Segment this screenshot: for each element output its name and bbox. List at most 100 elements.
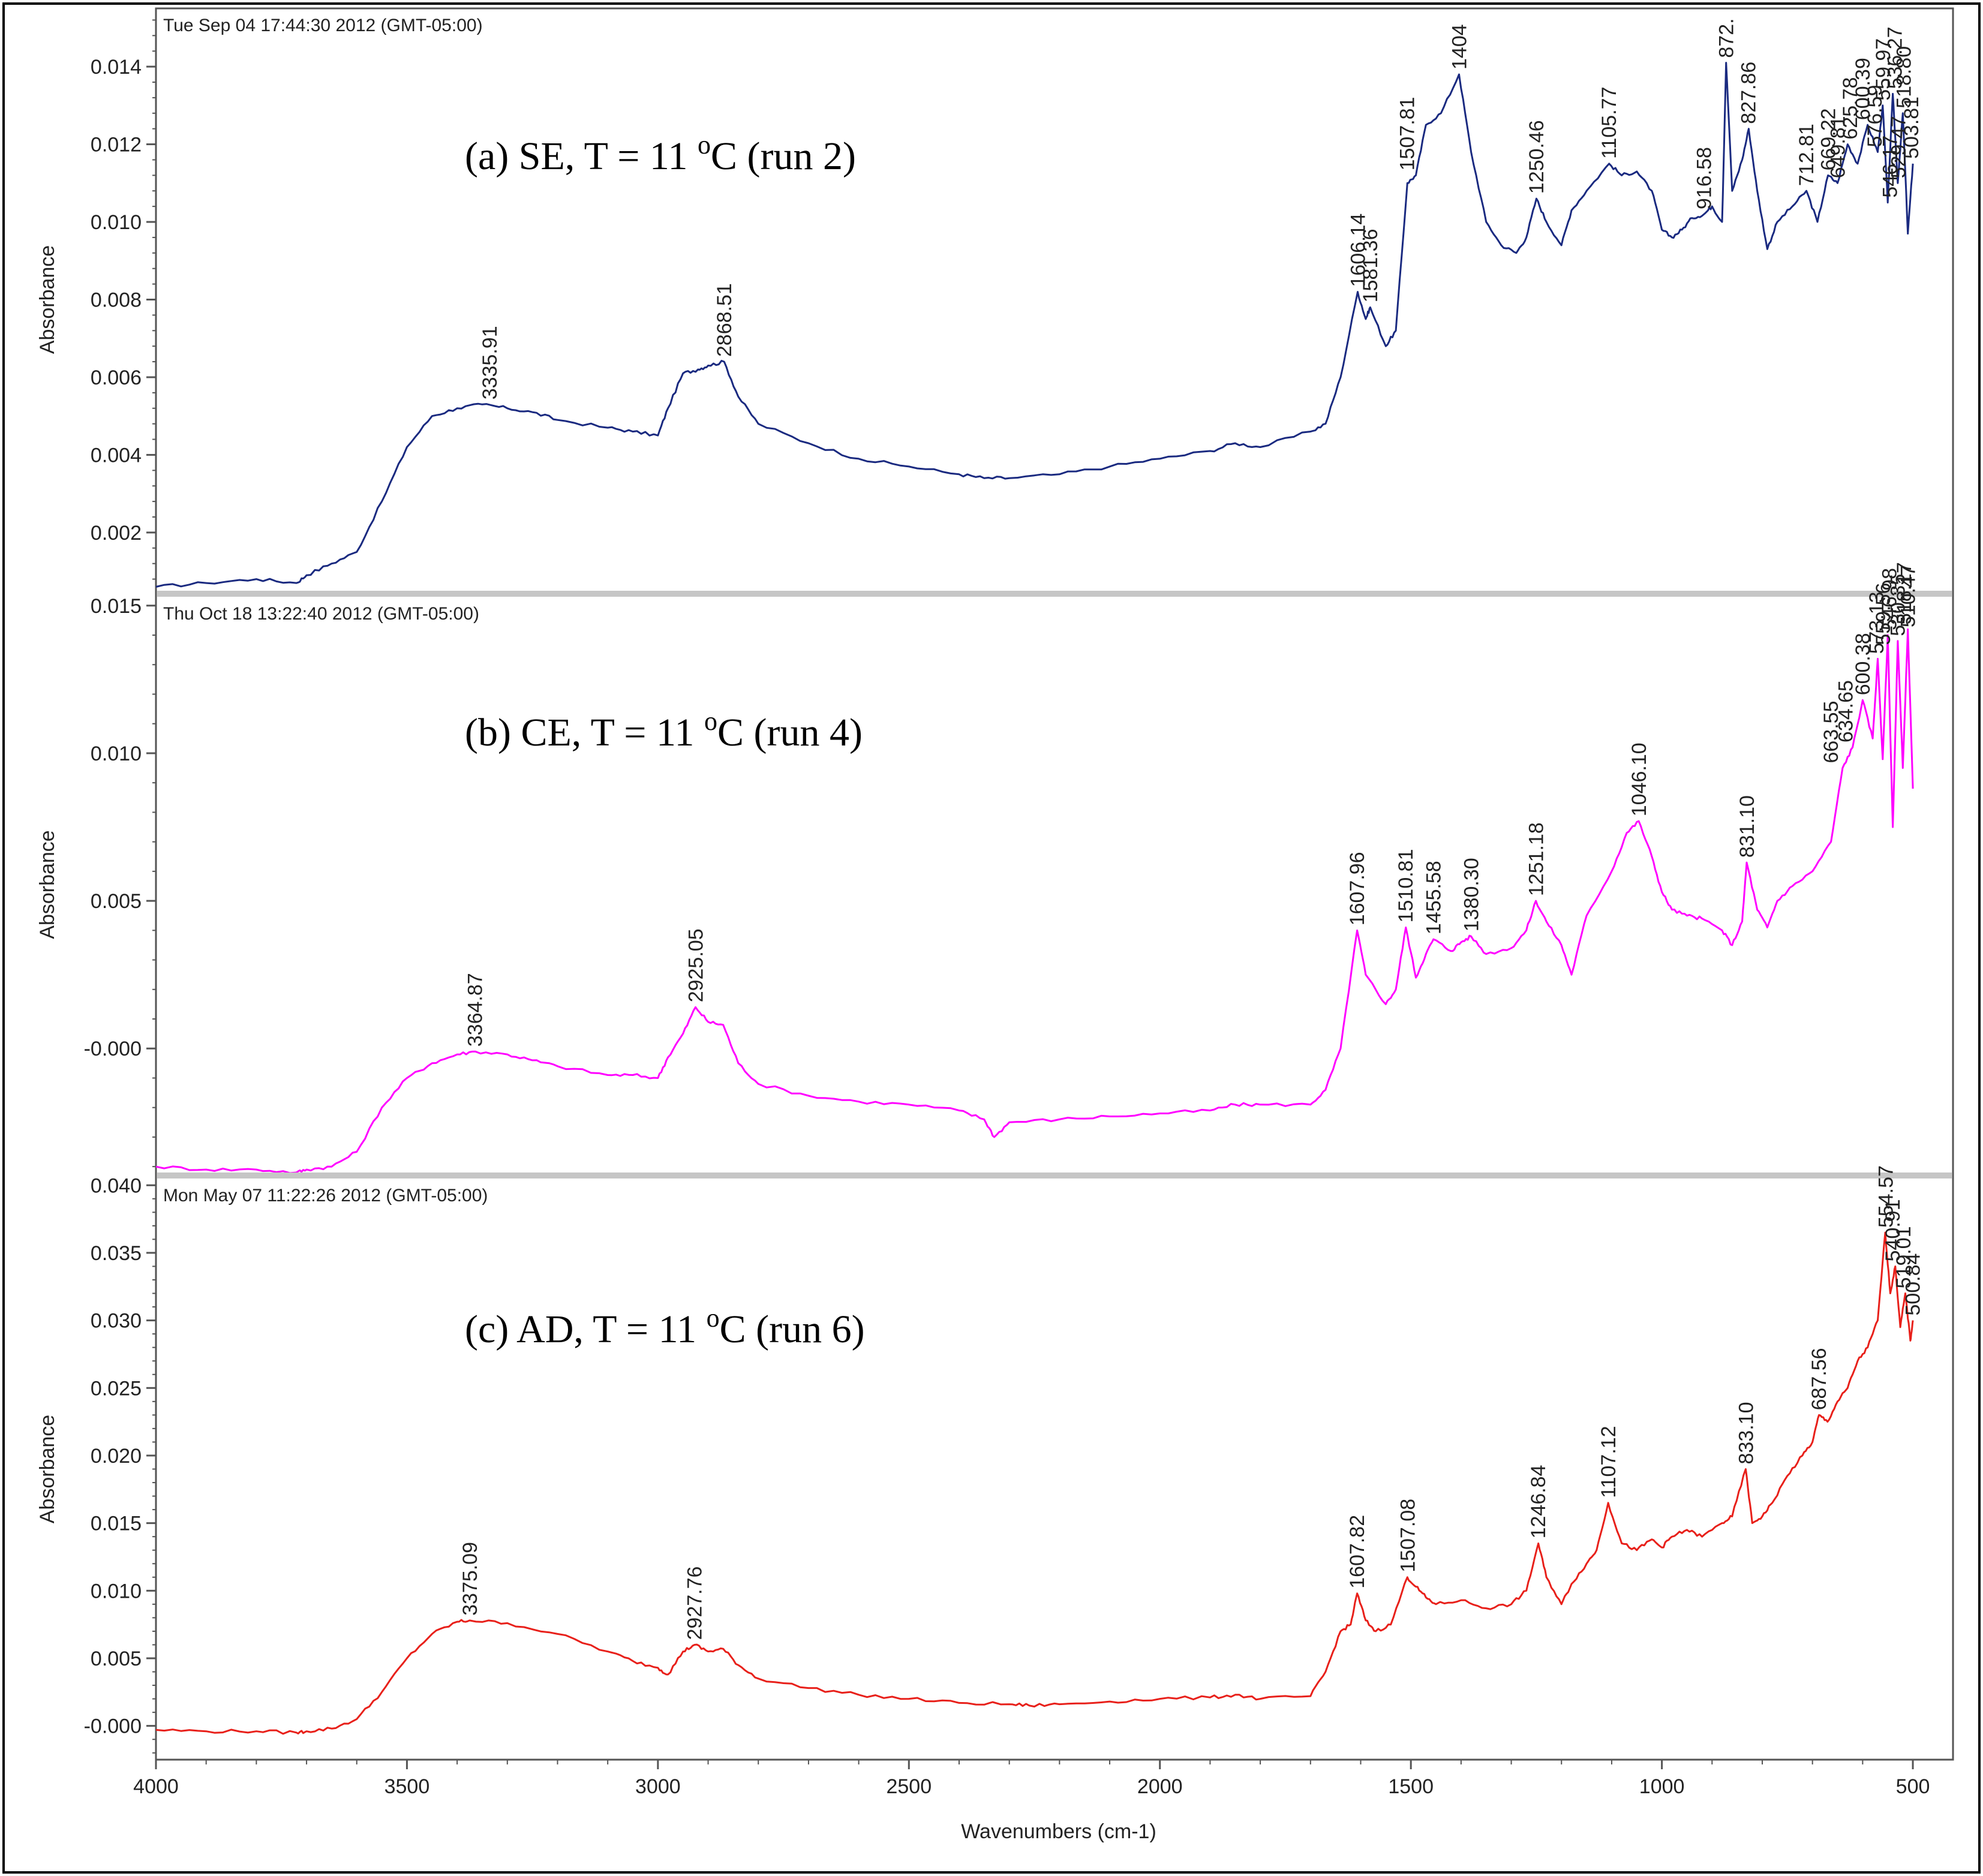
peak-label: 831.10 — [1736, 795, 1759, 858]
peak-label: 1607.82 — [1346, 1515, 1369, 1589]
panel-title-superscript: o — [698, 130, 711, 160]
spectrum-line — [155, 628, 1914, 1174]
peak-label: 546.17 — [1879, 136, 1901, 198]
peak-label: 576.59 — [1864, 85, 1886, 148]
spectrum-line — [155, 1231, 1914, 1735]
peak-label: 1046.10 — [1628, 742, 1651, 816]
peak-label: 669.22 — [1817, 108, 1840, 170]
y-tick-label: 0.010 — [91, 742, 142, 765]
peak-label: 518.80 — [1892, 46, 1915, 109]
y-tick-label: 0.006 — [91, 366, 142, 389]
peak-label: 559.97 — [1872, 38, 1895, 101]
timestamp-label: Tue Sep 04 17:44:30 2012 (GMT-05:00) — [163, 16, 483, 35]
panel-title: (b) CE, T = 11 oC (run 4) — [465, 706, 863, 754]
x-axis: 4000 3500 3000 2500 2000 1500 1000 500 — [133, 1758, 1953, 1798]
panel-title-unit: C (run 6) — [720, 1307, 865, 1351]
peak-label: 1251.18 — [1525, 822, 1548, 896]
peak-label: 3335.91 — [479, 326, 501, 399]
peak-label: 833.10 — [1735, 1402, 1757, 1465]
x-tick-label: 500 — [1896, 1775, 1930, 1798]
y-axis-title: Absorbance — [36, 830, 59, 939]
peak-label: 1581.36 — [1359, 229, 1382, 302]
timestamp-label: Thu Oct 18 13:22:40 2012 (GMT-05:00) — [163, 604, 479, 624]
peak-label: 519.01 — [1892, 1226, 1915, 1289]
peak-label: 687.56 — [1808, 1348, 1831, 1410]
panel-title-main: (b) CE, T = 11 — [465, 711, 704, 754]
peak-label: 500.84 — [1901, 1253, 1924, 1316]
peak-label: 663.55 — [1820, 701, 1843, 763]
peak-label: 1246.84 — [1527, 1465, 1550, 1538]
panel-separator — [157, 591, 1952, 597]
peak-label: 712.81 — [1795, 124, 1818, 186]
peak-label: 827.86 — [1738, 62, 1760, 124]
y-tick-label: 0.035 — [91, 1242, 142, 1265]
peak-label: 1107.12 — [1597, 1426, 1620, 1498]
panel-separator — [157, 1172, 1952, 1178]
peak-label: 518.17 — [1893, 562, 1916, 624]
peak-label: 1607.96 — [1346, 852, 1369, 925]
peak-label: 2927.76 — [683, 1567, 706, 1640]
peak-label: 916.58 — [1693, 147, 1715, 209]
y-tick-label: 0.005 — [91, 1647, 142, 1670]
peak-label: 546.98 — [1879, 568, 1901, 630]
peak-label: 1606.14 — [1347, 214, 1369, 287]
panel-title: (a) SE, T = 11 oC (run 2) — [465, 130, 856, 178]
y-tick-label: 0.015 — [91, 595, 142, 618]
y-tick-label: 0.010 — [91, 1580, 142, 1603]
y-tick-label: 0.015 — [91, 1513, 142, 1535]
y-axis-title: Absorbance — [36, 245, 59, 354]
y-tick-label: 0.040 — [91, 1174, 142, 1197]
peak-label: 529.47 — [1887, 116, 1910, 178]
peak-label: 634.65 — [1834, 680, 1857, 742]
y-tick-label: 0.010 — [91, 211, 142, 234]
y-tick-label: 0.008 — [91, 289, 142, 312]
panel-title-main: (a) SE, T = 11 — [465, 134, 698, 178]
y-tick-label: 0.020 — [91, 1445, 142, 1468]
peak-label: 1250.46 — [1525, 120, 1548, 194]
panel-title-superscript: o — [707, 1303, 720, 1333]
y-tick-label: -0.000 — [84, 1715, 142, 1738]
spectrum-panel-b: -0.000 0.005 0.010 0.015 Absorbance Thu Oct 1… — [36, 562, 1952, 1174]
x-tick-label: 3500 — [384, 1775, 430, 1798]
peak-label: 510.47 — [1897, 565, 1919, 627]
peak-label: 1380.30 — [1460, 858, 1483, 931]
peak-label: 625.78 — [1839, 77, 1862, 140]
spectrum-panel-c: -0.000 0.005 0.010 0.015 0.020 0.025 0.030 0.03… — [36, 1165, 1952, 1760]
panel-title-unit: C (run 4) — [717, 711, 863, 754]
peak-label: 600.38 — [1852, 633, 1874, 695]
spectrum-panel-a: 0.002 0.004 0.006 0.008 0.010 0.012 0.014 Absor… — [36, 8, 1923, 591]
y-tick-label: 0.004 — [91, 444, 142, 467]
panels: 0.002 0.004 0.006 0.008 0.010 0.012 0.014 Absor… — [36, 8, 1952, 1760]
y-tick-label: 0.012 — [91, 134, 142, 157]
x-tick-label: 1500 — [1388, 1775, 1434, 1798]
peak-label: 540.91 — [1882, 1199, 1904, 1262]
y-tick-label: 0.025 — [91, 1377, 142, 1400]
panel-title-main: (c) AD, T = 11 — [465, 1307, 707, 1351]
peak-label: 559.56 — [1872, 583, 1895, 645]
peak-label: 1510.81 — [1395, 849, 1417, 922]
peak-label: 600.39 — [1852, 58, 1874, 120]
peak-label: 1105.77 — [1598, 87, 1621, 159]
x-tick-label: 1000 — [1639, 1775, 1685, 1798]
y-axis-title: Absorbance — [36, 1415, 59, 1523]
peak-label: 1404 — [1449, 24, 1471, 70]
spectrum-line — [155, 62, 1914, 588]
x-axis-title: Wavenumbers (cm-1) — [961, 1820, 1156, 1843]
peak-label: 1455.58 — [1422, 861, 1445, 934]
peak-label: 554.57 — [1874, 1165, 1897, 1228]
peak-label: 3364.87 — [464, 973, 487, 1047]
y-tick-label: 0.030 — [91, 1310, 142, 1333]
peak-label: 573.13 — [1865, 591, 1888, 654]
panel-title-superscript: o — [704, 706, 717, 736]
panel-title: (c) AD, T = 11 oC (run 6) — [465, 1303, 865, 1351]
x-tick-label: 3000 — [635, 1775, 681, 1798]
x-tick-label: 2500 — [886, 1775, 932, 1798]
peak-label: 649.81 — [1827, 116, 1850, 178]
peak-label: 872. — [1715, 18, 1738, 58]
y-tick-label: -0.000 — [84, 1038, 142, 1060]
x-tick-label: 2000 — [1137, 1775, 1183, 1798]
timestamp-label: Mon May 07 11:22:26 2012 (GMT-05:00) — [163, 1186, 488, 1205]
peak-label: 536.27 — [1884, 26, 1907, 89]
